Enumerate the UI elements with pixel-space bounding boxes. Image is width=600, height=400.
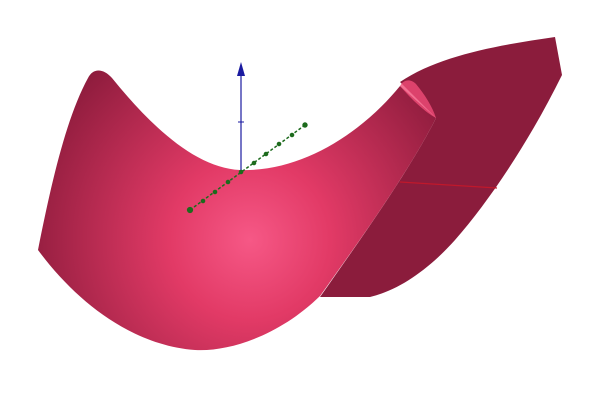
y-axis-point [238,169,244,175]
y-axis-point [289,132,295,138]
y-axis-point [200,198,206,204]
surface-fold [400,80,436,118]
z-axis-arrow [237,62,245,76]
y-axis-point [263,151,269,157]
surface-front [38,70,436,351]
y-axis-point [225,179,231,185]
y-axis-point [276,141,282,147]
y-axis-point [186,206,194,214]
x-axis [399,181,498,189]
surface-back [320,37,562,297]
y-axis-point [302,122,308,128]
y-axis [186,122,308,214]
y-axis-point [251,160,257,166]
y-axis-line [189,124,306,211]
y-axis-point [212,189,218,195]
